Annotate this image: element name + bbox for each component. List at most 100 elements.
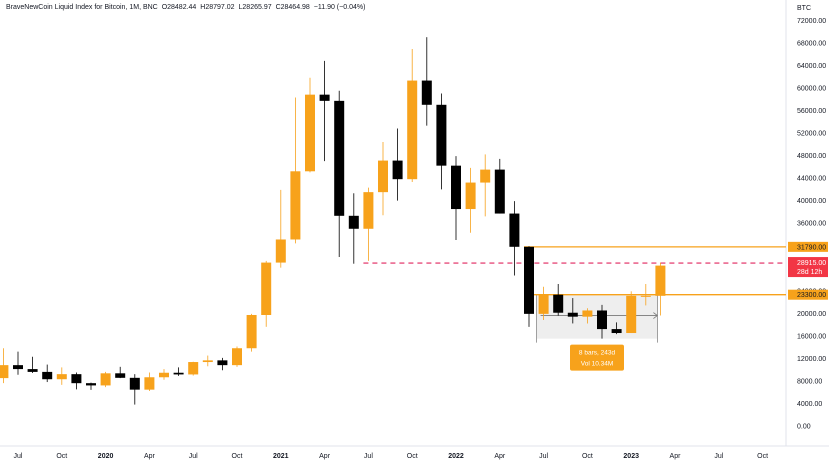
y-tick-label: 8000.00 bbox=[797, 378, 822, 385]
candle[interactable] bbox=[363, 187, 374, 261]
candle[interactable] bbox=[524, 246, 534, 327]
candle-body bbox=[261, 262, 272, 315]
candle-body bbox=[217, 360, 228, 366]
candle[interactable] bbox=[597, 304, 607, 339]
price-axis[interactable]: 72000.00 68000.00 64000.00 60000.00 56000.00… bbox=[797, 18, 826, 431]
candle-body bbox=[27, 369, 38, 372]
candle[interactable] bbox=[421, 37, 432, 126]
y-tick-label: 52000.00 bbox=[797, 130, 826, 137]
x-tick-label: Apr bbox=[319, 453, 331, 460]
candle[interactable] bbox=[567, 298, 578, 324]
candle-body bbox=[509, 213, 520, 247]
price-tag-box bbox=[788, 241, 828, 252]
candle[interactable] bbox=[0, 348, 9, 384]
candle-body bbox=[232, 348, 242, 366]
time-axis[interactable]: Jul Oct 2020 Apr Jul Oct 2021 Apr Jul Oct 2022 Apr J… bbox=[14, 453, 769, 460]
range-arrow-head bbox=[653, 312, 659, 319]
x-tick-label: Apr bbox=[670, 453, 682, 460]
range-label-box bbox=[570, 344, 624, 371]
ohlc-low: L28265.97 bbox=[238, 4, 272, 11]
y-tick-label: 72000.00 bbox=[797, 18, 826, 25]
candle[interactable] bbox=[100, 371, 111, 388]
candle-body bbox=[538, 294, 549, 314]
candle[interactable] bbox=[42, 364, 53, 383]
candle[interactable] bbox=[188, 361, 199, 376]
candle[interactable] bbox=[13, 351, 23, 375]
candle[interactable] bbox=[640, 283, 651, 306]
candle[interactable] bbox=[290, 97, 301, 244]
candle[interactable] bbox=[509, 201, 520, 276]
candle-body bbox=[524, 246, 534, 314]
candle-body bbox=[582, 310, 593, 317]
candle[interactable] bbox=[538, 286, 549, 321]
candle-body bbox=[71, 374, 82, 384]
candle[interactable] bbox=[56, 367, 67, 385]
candle[interactable] bbox=[465, 167, 476, 233]
symbol-title[interactable]: BraveNewCoin Liquid Index for Bitcoin, 1… bbox=[6, 4, 158, 11]
candle[interactable] bbox=[611, 322, 622, 335]
candle[interactable] bbox=[144, 372, 155, 392]
candle[interactable] bbox=[232, 346, 242, 367]
candle-body bbox=[319, 94, 330, 101]
candle[interactable] bbox=[86, 382, 96, 390]
candle-body bbox=[100, 373, 111, 386]
y-tick-label: 20000.00 bbox=[797, 311, 826, 318]
candle[interactable] bbox=[217, 357, 228, 371]
candle[interactable] bbox=[407, 49, 418, 182]
candle[interactable] bbox=[655, 262, 666, 316]
current-price-tag bbox=[788, 257, 828, 278]
candle[interactable] bbox=[494, 158, 505, 214]
candle[interactable] bbox=[319, 60, 330, 162]
currency-label: BTC bbox=[797, 5, 811, 12]
candle[interactable] bbox=[553, 283, 564, 316]
candle-body bbox=[129, 377, 140, 390]
candle[interactable] bbox=[436, 93, 447, 190]
candle[interactable] bbox=[159, 369, 169, 380]
y-tick-label: 44000.00 bbox=[797, 176, 826, 183]
candle[interactable] bbox=[129, 374, 140, 405]
candle-body bbox=[144, 377, 155, 390]
candle-body bbox=[655, 265, 666, 296]
candle[interactable] bbox=[348, 193, 359, 264]
candle[interactable] bbox=[173, 367, 184, 376]
candle-body bbox=[173, 372, 184, 375]
candle-body bbox=[421, 80, 432, 105]
candle-body bbox=[465, 182, 476, 210]
candle[interactable] bbox=[626, 291, 637, 334]
candle[interactable] bbox=[71, 372, 82, 390]
candle-body bbox=[378, 160, 388, 193]
x-tick-label: 2020 bbox=[98, 453, 114, 460]
x-tick-label: Jul bbox=[189, 453, 198, 460]
y-tick-label: 56000.00 bbox=[797, 108, 826, 115]
y-tick-label: 4000.00 bbox=[797, 401, 822, 408]
candle[interactable] bbox=[378, 141, 388, 216]
candle[interactable] bbox=[202, 355, 213, 367]
candles[interactable] bbox=[0, 37, 666, 405]
candle[interactable] bbox=[246, 313, 257, 352]
candle[interactable] bbox=[27, 356, 38, 374]
candle[interactable] bbox=[305, 77, 315, 173]
candle-body bbox=[42, 371, 53, 380]
candle[interactable] bbox=[451, 156, 461, 241]
x-tick-label: Oct bbox=[582, 453, 593, 460]
candle[interactable] bbox=[334, 90, 345, 257]
candle-body bbox=[494, 169, 505, 214]
candle[interactable] bbox=[275, 189, 286, 268]
candle-body bbox=[188, 362, 199, 375]
x-tick-label: Oct bbox=[757, 453, 768, 460]
candle-body bbox=[451, 165, 461, 210]
candle[interactable] bbox=[261, 260, 272, 327]
candle[interactable] bbox=[115, 366, 126, 379]
horizontal-lines[interactable] bbox=[363, 246, 786, 296]
range-label-bars: 8 bars, 243d bbox=[579, 350, 616, 357]
candle-body bbox=[13, 365, 23, 370]
y-tick-label: 16000.00 bbox=[797, 333, 826, 340]
candle[interactable] bbox=[582, 308, 593, 324]
candle-body bbox=[56, 374, 67, 380]
candle[interactable] bbox=[392, 128, 403, 201]
y-tick-label: 40000.00 bbox=[797, 198, 826, 205]
x-tick-label: 2022 bbox=[448, 453, 464, 460]
y-tick-label: 68000.00 bbox=[797, 40, 826, 47]
candle[interactable] bbox=[480, 154, 491, 217]
